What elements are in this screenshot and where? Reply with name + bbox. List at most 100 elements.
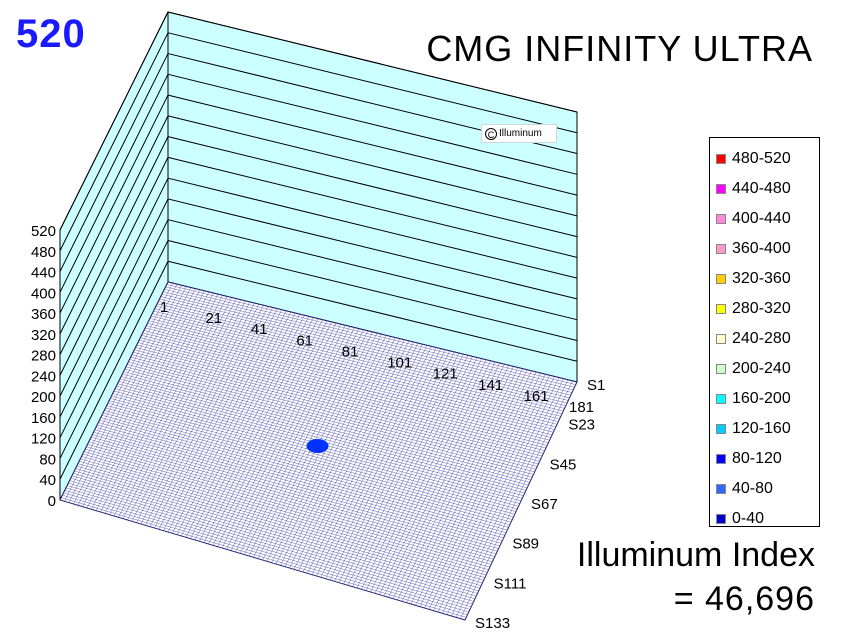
surface-peak <box>306 439 329 453</box>
legend: 480-520 440-480 400-440 360-400 320-360 280-3… <box>709 137 820 527</box>
y-tick-label: S89 <box>512 536 539 553</box>
legend-item: 80-120 <box>710 444 819 474</box>
legend-swatch <box>716 244 726 254</box>
x-tick-label: 141 <box>478 377 503 394</box>
copyright-icon: C <box>485 127 497 140</box>
index-label: Illuminum Index <box>576 536 815 574</box>
mesh-line <box>151 315 560 420</box>
mesh-line <box>157 303 566 407</box>
gridline <box>59 73 578 293</box>
x-tick-label: 121 <box>433 366 458 383</box>
mesh-line <box>428 373 541 610</box>
y-tick-label: S111 <box>494 575 527 592</box>
z-tick-label: 280 <box>31 348 56 365</box>
x-tick-label: 41 <box>251 321 268 338</box>
legend-label: 280-320 <box>732 300 791 317</box>
z-tick-label: 120 <box>31 431 56 448</box>
z-axis-labels: 0 40 80 120 160 200 240 280 320 360 400 440 480 520 <box>31 223 56 510</box>
z-tick-label: 520 <box>31 223 56 240</box>
legend-swatch <box>716 334 726 344</box>
x-tick-label: 181 <box>569 399 594 416</box>
legend-swatch <box>716 394 726 404</box>
peak-blob <box>306 439 329 453</box>
z-tick-label: 80 <box>39 451 56 468</box>
x-tick-label: 61 <box>296 332 313 349</box>
x-tick-label: 21 <box>205 310 222 327</box>
legend-swatch <box>716 184 726 194</box>
mesh-line <box>433 374 546 611</box>
mesh-line <box>164 289 574 391</box>
legend-item: 200-240 <box>710 354 819 384</box>
legend-item: 480-520 <box>710 144 819 174</box>
legend-label: 400-440 <box>732 210 791 227</box>
mesh-line <box>442 376 555 614</box>
legend-item: 240-280 <box>710 324 819 354</box>
watermark-text: Illuminum <box>499 128 542 139</box>
legend-item: 40-80 <box>710 474 819 504</box>
mesh-line <box>152 313 561 417</box>
y-tick-label: S133 <box>475 615 510 632</box>
z-tick-label: 440 <box>31 265 56 282</box>
max-value-label: 520 <box>16 12 86 56</box>
legend-label: 360-400 <box>732 240 791 257</box>
y-tick-label: S23 <box>568 417 595 434</box>
gridline <box>59 32 578 251</box>
x-tick-label: 1 <box>160 299 168 316</box>
mesh-line <box>406 367 519 603</box>
x-tick-label: 161 <box>524 388 549 405</box>
z-tick-label: 160 <box>31 410 56 427</box>
gridline <box>59 136 578 355</box>
mesh-line <box>437 375 550 613</box>
mesh-line <box>424 371 537 609</box>
legend-label: 440-480 <box>732 180 791 197</box>
y-tick-label: S67 <box>531 496 558 513</box>
index-value: = 46,696 <box>673 580 815 618</box>
z-tick-label: 480 <box>31 244 56 261</box>
z-tick-label: 360 <box>31 306 56 323</box>
gridline <box>59 52 578 272</box>
mesh-line <box>159 298 569 401</box>
mesh-line <box>163 291 573 393</box>
z-tick-label: 320 <box>31 327 56 344</box>
legend-swatch <box>716 154 726 164</box>
mesh-line <box>153 310 563 414</box>
gridline <box>59 11 578 231</box>
mesh-line <box>460 380 573 619</box>
z-tick-label: 400 <box>31 285 56 302</box>
legend-swatch <box>716 304 726 314</box>
mesh-line <box>165 286 575 388</box>
y-axis-labels: S1 S23 S45 S67 S89 S111 S133 <box>475 377 605 632</box>
watermark: C Illuminum <box>481 124 557 143</box>
mesh-line <box>419 370 532 607</box>
gridline <box>59 198 578 418</box>
gridline <box>59 260 578 480</box>
legend-label: 80-120 <box>732 450 782 467</box>
x-tick-label: 81 <box>342 343 359 360</box>
y-tick-label: S45 <box>550 456 577 473</box>
legend-swatch <box>716 484 726 494</box>
mesh-line <box>401 366 514 602</box>
z-tick-label: 0 <box>48 493 56 510</box>
gridline <box>59 94 578 314</box>
legend-swatch <box>716 454 726 464</box>
gridline <box>59 239 578 459</box>
legend-swatch <box>716 364 726 374</box>
mesh-line <box>149 318 559 422</box>
legend-label: 160-200 <box>732 390 791 407</box>
chart-title: CMG INFINITY ULTRA <box>426 28 813 69</box>
mesh-line <box>161 293 571 396</box>
legend-label: 40-80 <box>732 480 773 497</box>
gridline <box>59 219 578 438</box>
mesh-line <box>451 378 564 617</box>
legend-swatch <box>716 274 726 284</box>
legend-item: 160-200 <box>710 384 819 414</box>
legend-label: 320-360 <box>732 270 791 287</box>
mesh-line <box>410 368 523 605</box>
mesh-line <box>158 301 568 404</box>
legend-swatch <box>716 214 726 224</box>
legend-label: 0-40 <box>732 510 765 527</box>
legend-label: 240-280 <box>732 330 791 347</box>
legend-item: 0-40 <box>710 504 819 534</box>
legend-item: 400-440 <box>710 204 819 234</box>
